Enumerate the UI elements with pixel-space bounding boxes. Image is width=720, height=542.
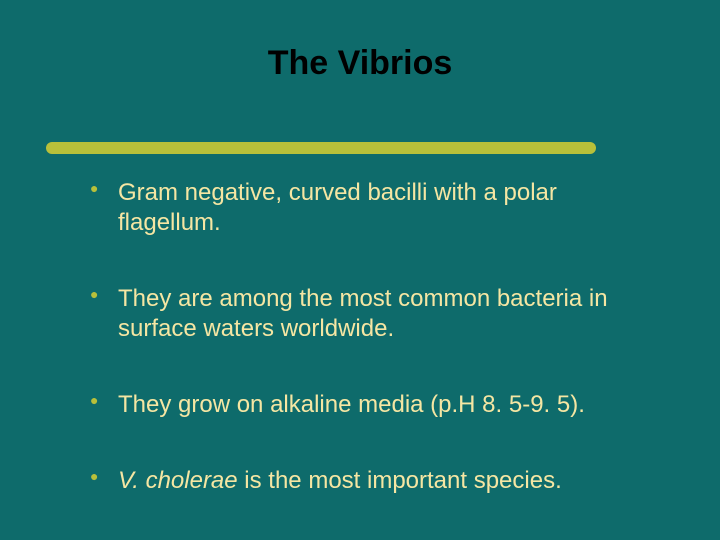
slide-title: The Vibrios bbox=[0, 44, 720, 83]
list-item: They are among the most common bacteria … bbox=[90, 284, 650, 344]
bullet-list: Gram negative, curved bacilli with a pol… bbox=[90, 178, 650, 542]
list-item: They grow on alkaline media (p.H 8. 5-9.… bbox=[90, 390, 650, 420]
bullet-text: Gram negative, curved bacilli with a pol… bbox=[118, 179, 557, 236]
bullet-text: is the most important species. bbox=[238, 467, 562, 494]
bullet-text-italic: V. cholerae bbox=[118, 467, 238, 494]
bullet-text: They are among the most common bacteria … bbox=[118, 285, 608, 342]
list-item: Gram negative, curved bacilli with a pol… bbox=[90, 178, 650, 238]
bullet-text: They grow on alkaline media (p.H 8. 5-9.… bbox=[118, 391, 585, 418]
title-underline bbox=[46, 142, 596, 154]
list-item: V. cholerae is the most important specie… bbox=[90, 466, 650, 496]
slide: The Vibrios Gram negative, curved bacill… bbox=[0, 0, 720, 540]
